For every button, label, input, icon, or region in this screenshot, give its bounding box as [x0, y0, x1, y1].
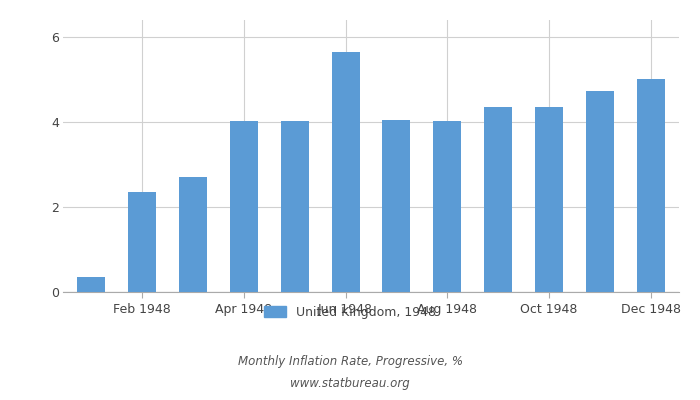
Bar: [484, 107, 512, 292]
Bar: [77, 277, 105, 292]
Text: www.statbureau.org: www.statbureau.org: [290, 378, 410, 390]
Legend: United Kingdom, 1948: United Kingdom, 1948: [259, 301, 441, 324]
Bar: [637, 79, 665, 292]
Bar: [433, 121, 461, 292]
Bar: [536, 107, 564, 292]
Bar: [128, 192, 156, 292]
Bar: [332, 52, 360, 292]
Bar: [281, 121, 309, 292]
Bar: [230, 121, 258, 292]
Text: Monthly Inflation Rate, Progressive, %: Monthly Inflation Rate, Progressive, %: [237, 356, 463, 368]
Bar: [382, 120, 410, 292]
Bar: [178, 177, 206, 292]
Bar: [586, 91, 614, 292]
